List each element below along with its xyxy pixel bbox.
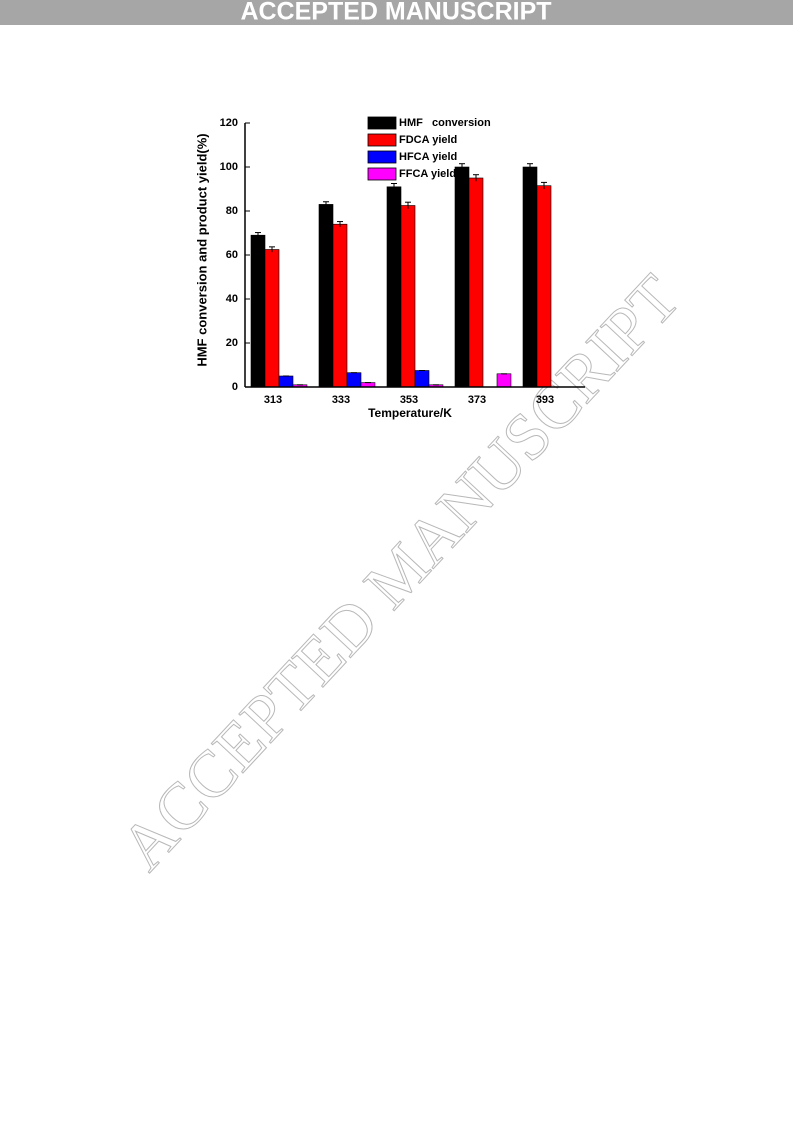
- x-tick-label: 373: [468, 394, 486, 406]
- x-tick-label: 353: [400, 394, 418, 406]
- bar: [318, 204, 334, 388]
- banner-text: ACCEPTED MANUSCRIPT: [240, 0, 551, 26]
- legend-swatch: [367, 150, 397, 164]
- error-bar: [541, 181, 547, 189]
- y-tick-label: 60: [226, 249, 238, 261]
- legend-label: HMF conversion: [399, 117, 491, 129]
- x-axis-label: Temperature/K: [368, 406, 452, 420]
- error-bar: [391, 183, 397, 191]
- bar: [400, 205, 416, 388]
- legend-swatch: [367, 167, 397, 181]
- error-bar: [323, 201, 329, 208]
- bar: [332, 223, 348, 388]
- y-tick-label: 20: [226, 337, 238, 349]
- x-tick-label: 333: [332, 394, 350, 406]
- error-bar: [527, 163, 533, 171]
- x-tick-label: 393: [536, 394, 554, 406]
- y-axis-label: HMF conversion and product yield(%): [194, 133, 209, 366]
- bar: [522, 166, 538, 388]
- error-bar: [473, 174, 479, 182]
- error-bar: [405, 201, 411, 209]
- bar: [346, 372, 362, 388]
- bar: [250, 234, 266, 388]
- bar: [454, 166, 470, 388]
- y-tick-label: 100: [220, 161, 238, 173]
- legend-swatch: [367, 116, 397, 130]
- x-tick-label: 313: [264, 394, 282, 406]
- legend-label: FFCA yield: [399, 168, 456, 180]
- legend-swatch: [367, 133, 397, 147]
- bar: [468, 177, 484, 388]
- y-tick-label: 40: [226, 293, 238, 305]
- error-bar: [255, 232, 261, 238]
- legend-label: FDCA yield: [399, 134, 457, 146]
- y-tick-label: 80: [226, 205, 238, 217]
- bar: [496, 373, 512, 388]
- error-bar: [459, 163, 465, 171]
- banner-bar: [0, 0, 793, 25]
- error-bar: [337, 221, 343, 227]
- chart: HMF conversion and product yield(%) Temp…: [194, 116, 585, 420]
- y-tick-label: 120: [220, 117, 238, 129]
- error-bar: [269, 246, 275, 253]
- bar: [386, 186, 402, 388]
- y-tick-label: 0: [232, 381, 238, 393]
- bar: [264, 249, 280, 388]
- bar: [278, 375, 294, 388]
- bar: [414, 370, 430, 388]
- bar: [536, 185, 552, 388]
- legend-label: HFCA yield: [399, 151, 457, 163]
